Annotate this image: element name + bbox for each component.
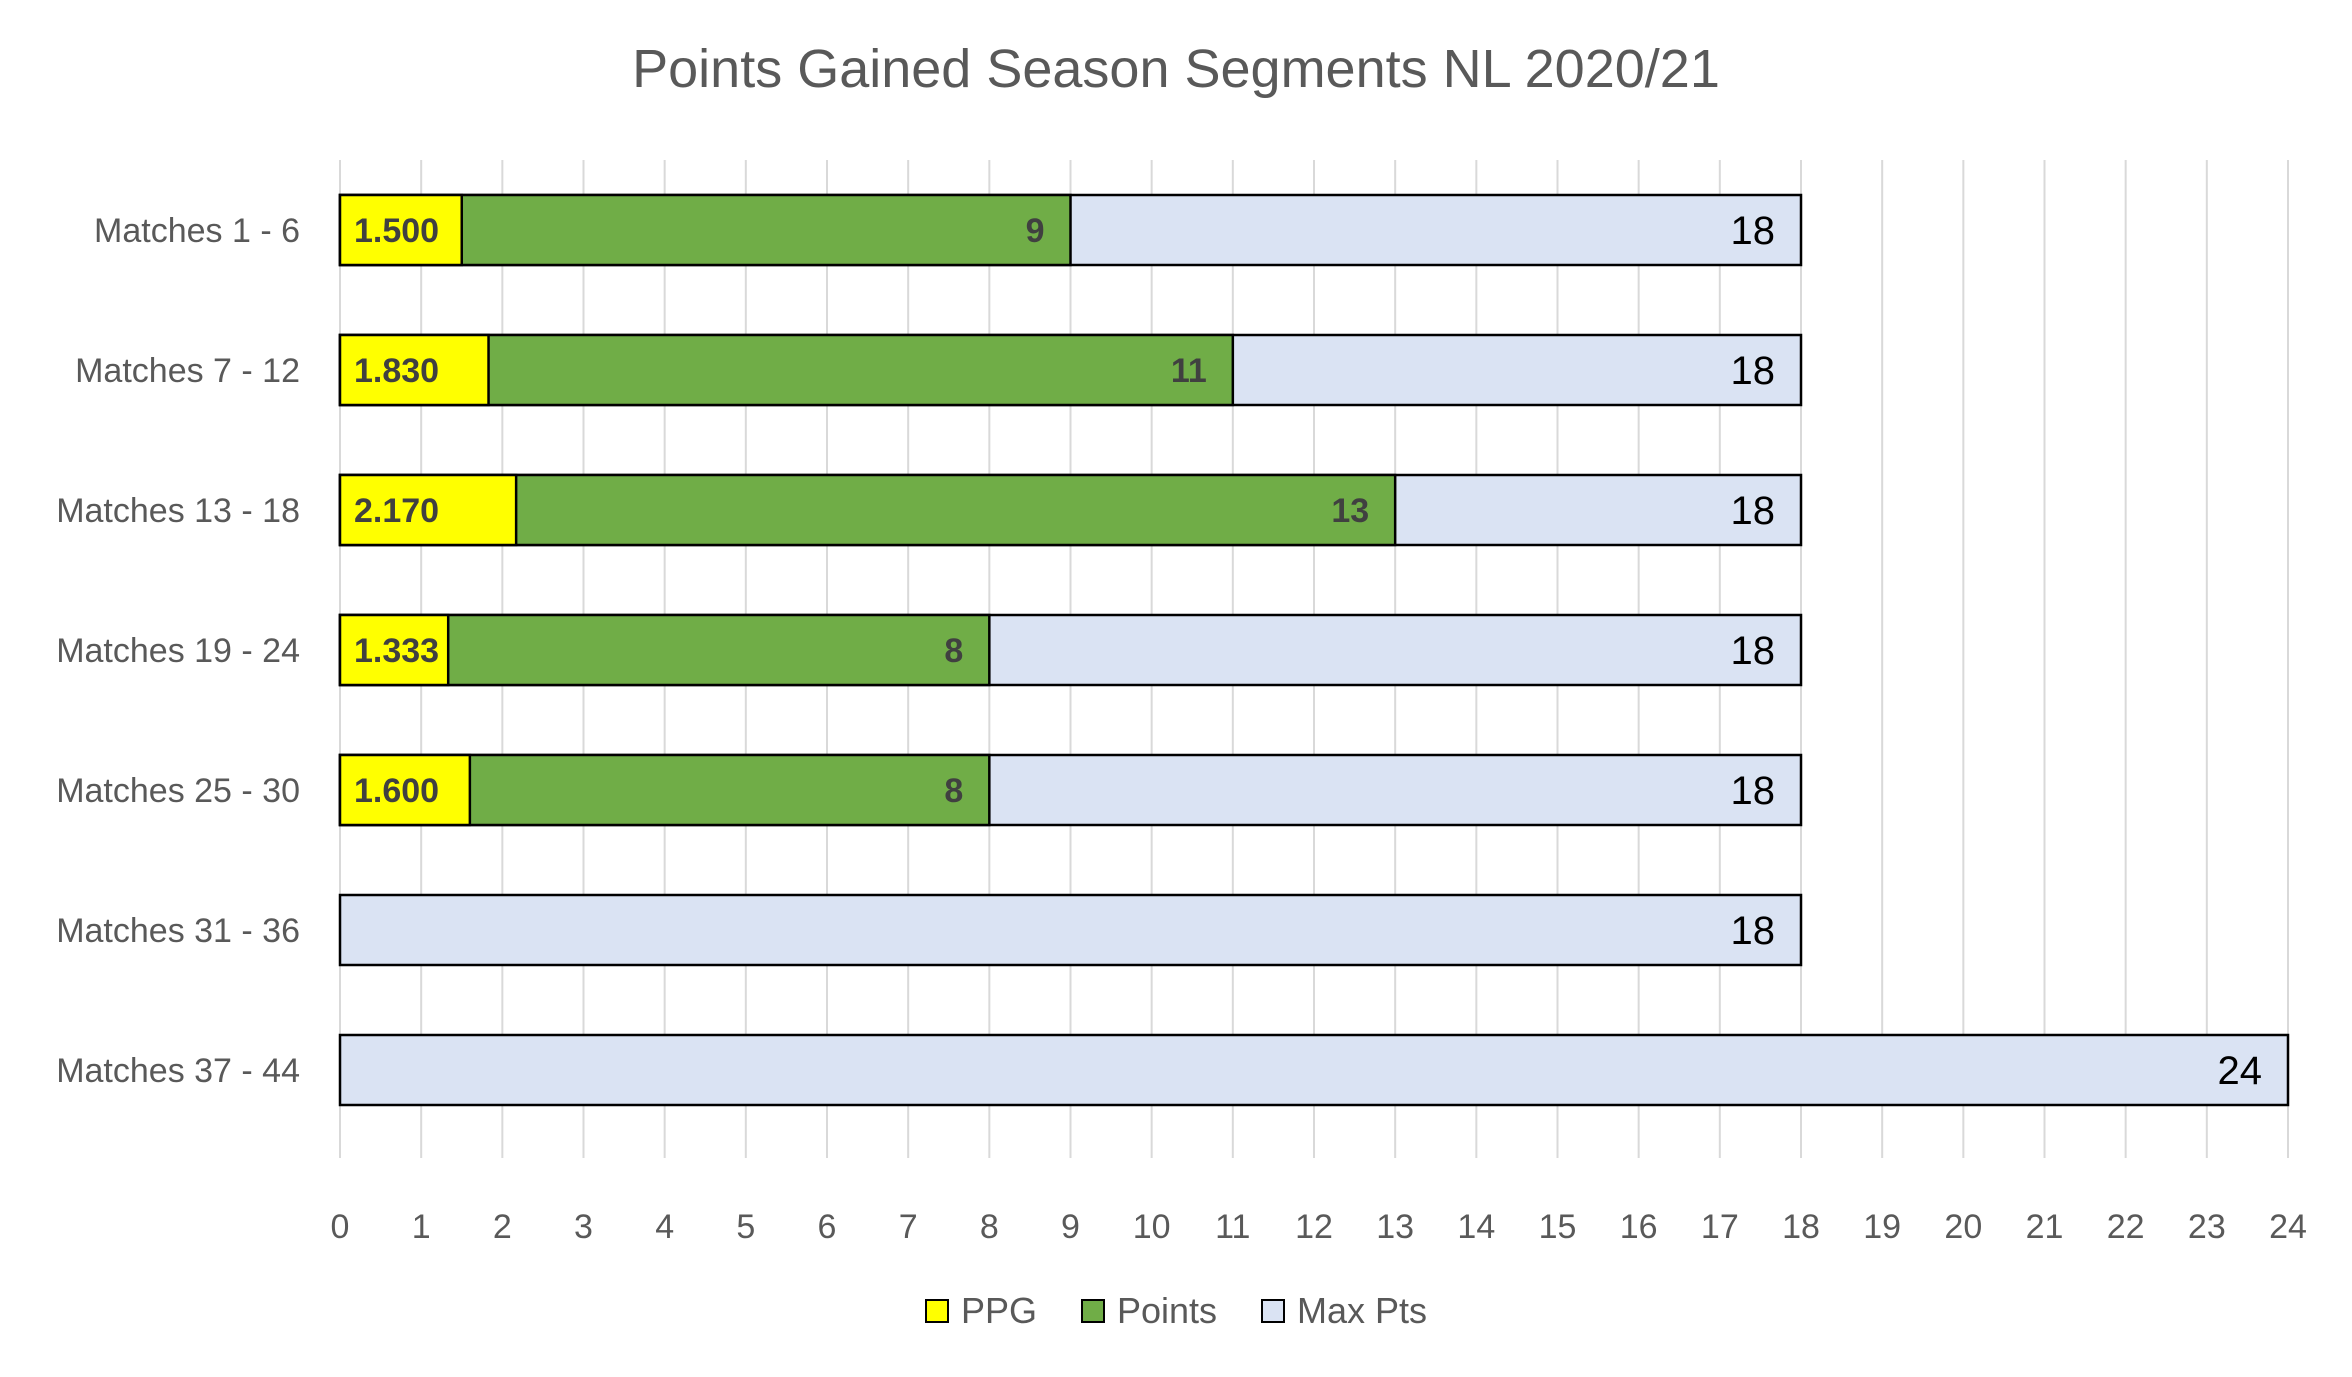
legend-label: PPG	[960, 1290, 1037, 1331]
x-tick-label: 23	[2188, 1208, 2226, 1246]
data-label-points: 8	[944, 772, 963, 810]
category-label: Matches 7 - 12	[75, 352, 300, 390]
category-label: Matches 19 - 24	[56, 632, 300, 670]
chart-title: Points Gained Season Segments NL 2020/21	[632, 39, 1720, 99]
x-tick-label: 6	[818, 1208, 837, 1246]
data-label-max-pts: 18	[1731, 769, 1776, 813]
data-label-points: 13	[1331, 492, 1369, 530]
bar-ppg	[338, 193, 463, 267]
category-label: Matches 31 - 36	[56, 912, 300, 950]
data-label-points: 8	[944, 632, 963, 670]
data-label-max-pts: 18	[1731, 489, 1776, 533]
category-label: Matches 13 - 18	[56, 492, 300, 530]
data-label-ppg: 1.600	[354, 772, 439, 810]
x-tick-label: 7	[899, 1208, 918, 1246]
data-label-points: 11	[1171, 352, 1207, 390]
x-tick-label: 0	[331, 1208, 350, 1246]
legend-label: Points	[1116, 1290, 1218, 1331]
x-tick-label: 20	[1944, 1208, 1982, 1246]
data-label-points: 9	[1026, 212, 1045, 250]
legend-item: Max Pts	[1261, 1290, 1427, 1332]
x-tick-label: 16	[1620, 1208, 1658, 1246]
legend-label: Max Pts	[1297, 1290, 1428, 1331]
x-tick-label: 15	[1539, 1208, 1577, 1246]
bar-ppg	[338, 613, 450, 687]
category-label: Matches 25 - 30	[56, 772, 300, 810]
x-tick-label: 11	[1215, 1208, 1250, 1246]
legend-item: Points	[1080, 1290, 1218, 1332]
data-label-ppg: 1.333	[354, 632, 439, 670]
data-label-max-pts: 24	[2218, 1049, 2263, 1093]
legend-swatch	[924, 1299, 949, 1323]
x-tick-label: 3	[574, 1208, 593, 1246]
legend-swatch	[1261, 1299, 1286, 1323]
category-label: Matches 37 - 44	[56, 1052, 300, 1090]
x-tick-label: 19	[1863, 1208, 1901, 1246]
x-tick-label: 5	[736, 1208, 755, 1246]
data-label-max-pts: 18	[1731, 629, 1776, 673]
x-tick-label: 4	[655, 1208, 674, 1246]
bar-ppg	[338, 473, 518, 547]
x-tick-label: 13	[1376, 1208, 1414, 1246]
bar-ppg	[338, 333, 490, 407]
data-label-ppg: 1.830	[354, 352, 439, 390]
data-label-max-pts: 18	[1731, 349, 1776, 393]
bar-max-pts	[338, 893, 1803, 967]
data-label-ppg: 1.500	[354, 212, 439, 250]
data-label-max-pts: 18	[1731, 909, 1776, 953]
x-tick-label: 24	[2269, 1208, 2307, 1246]
x-tick-label: 10	[1133, 1208, 1171, 1246]
x-tick-label: 22	[2107, 1208, 2145, 1246]
x-tick-label: 2	[493, 1208, 512, 1246]
x-tick-label: 14	[1457, 1208, 1495, 1246]
bar-ppg	[338, 753, 472, 827]
data-label-max-pts: 18	[1731, 209, 1776, 253]
x-tick-label: 17	[1701, 1208, 1739, 1246]
legend-item: PPG	[924, 1290, 1037, 1332]
data-label-ppg: 2.170	[354, 492, 439, 530]
bar-max-pts	[338, 1033, 2290, 1107]
x-tick-label: 12	[1295, 1208, 1333, 1246]
x-tick-label: 21	[2026, 1208, 2064, 1246]
x-tick-label: 8	[980, 1208, 999, 1246]
x-tick-label: 18	[1782, 1208, 1820, 1246]
x-tick-label: 1	[412, 1208, 431, 1246]
legend: PPG Points Max Pts	[0, 1290, 2352, 1332]
legend-swatch	[1080, 1299, 1105, 1323]
x-tick-label: 9	[1061, 1208, 1080, 1246]
category-label: Matches 1 - 6	[94, 212, 300, 250]
